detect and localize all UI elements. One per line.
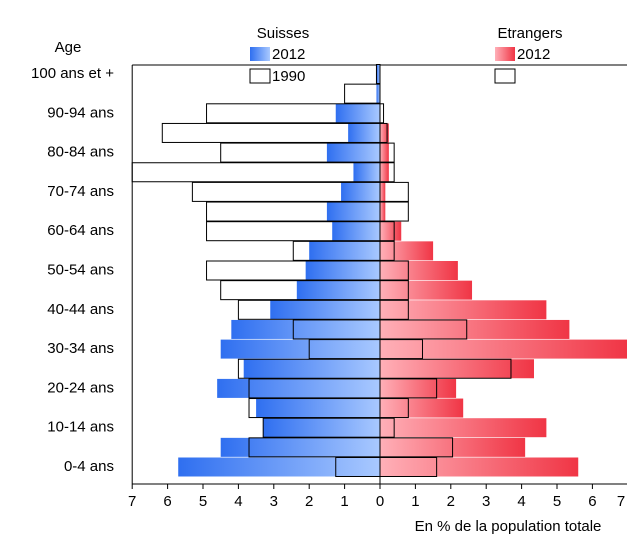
x-tick-label: 6 [163, 493, 171, 510]
bar [332, 221, 380, 241]
bar [231, 319, 380, 339]
legend-swatch [249, 68, 271, 84]
bar [380, 418, 547, 438]
bar [220, 339, 380, 359]
bar [217, 378, 380, 398]
y-tick-label: 100 ans et + [31, 65, 114, 82]
y-tick-label: 40-44 ans [47, 301, 114, 318]
y-tick-label: 30-34 ans [47, 340, 114, 357]
bar [380, 261, 458, 280]
x-tick-label: 0 [376, 493, 384, 510]
legend-swatch [494, 68, 516, 84]
bar [348, 123, 380, 143]
bar [326, 202, 380, 222]
x-tick-label: 2 [305, 493, 313, 510]
legend-swatch [495, 47, 515, 61]
bar [380, 241, 434, 261]
bar [380, 123, 389, 143]
y-axis-label: Age [55, 39, 82, 56]
bar [178, 457, 380, 477]
legend-title: Etrangers [497, 25, 562, 42]
bar [309, 241, 380, 261]
outline-bar [161, 122, 381, 143]
bar [380, 300, 547, 320]
y-tick-label: 10-14 ans [47, 419, 114, 436]
bar [380, 378, 457, 398]
legend-label: 2012 [517, 46, 550, 63]
bar [380, 319, 570, 339]
outline-bar [131, 162, 381, 183]
x-tick-label: 4 [517, 493, 525, 510]
legend-label: 2012 [272, 46, 305, 63]
x-tick-label: 5 [553, 493, 561, 510]
legend-title: Suisses [257, 25, 310, 42]
bar [380, 202, 386, 222]
bar [380, 221, 402, 241]
bar [380, 280, 473, 300]
x-tick-label: 5 [199, 493, 207, 510]
bar [270, 300, 380, 320]
y-tick-label: 50-54 ans [47, 261, 114, 278]
x-tick-label: 7 [617, 493, 625, 510]
x-axis-label: En % de la population totale [415, 518, 602, 535]
y-tick-label: 80-84 ans [47, 144, 114, 161]
x-tick-label: 1 [411, 493, 419, 510]
outline-bar [379, 103, 385, 124]
bar [353, 162, 380, 182]
bar [380, 339, 627, 359]
y-tick-label: 0-4 ans [64, 458, 114, 475]
bar [341, 182, 380, 202]
bar [296, 280, 380, 300]
x-tick-label: 1 [340, 493, 348, 510]
bar [380, 162, 389, 182]
bar [380, 359, 534, 379]
y-tick-label: 70-74 ans [47, 183, 114, 200]
bar [335, 103, 380, 123]
x-tick-label: 6 [588, 493, 596, 510]
bar [243, 359, 380, 379]
bar [263, 418, 380, 438]
bar [376, 64, 380, 84]
x-tick-label: 3 [482, 493, 490, 510]
bar [380, 143, 389, 163]
bar [256, 398, 380, 418]
x-tick-label: 2 [447, 493, 455, 510]
bar [305, 261, 380, 280]
y-tick-label: 60-64 ans [47, 222, 114, 239]
bar [376, 84, 380, 104]
outline-bar [344, 83, 381, 104]
x-tick-label: 7 [128, 493, 136, 510]
legend-label: 1990 [272, 68, 305, 85]
legend-swatch [250, 47, 270, 61]
y-tick-label: 90-94 ans [47, 104, 114, 121]
x-tick-label: 4 [234, 493, 242, 510]
y-tick-label: 20-24 ans [47, 379, 114, 396]
bar [380, 398, 464, 418]
bar [326, 143, 380, 163]
x-tick-label: 3 [270, 493, 278, 510]
bar [380, 457, 579, 477]
bar [220, 437, 380, 457]
bar [380, 182, 386, 202]
